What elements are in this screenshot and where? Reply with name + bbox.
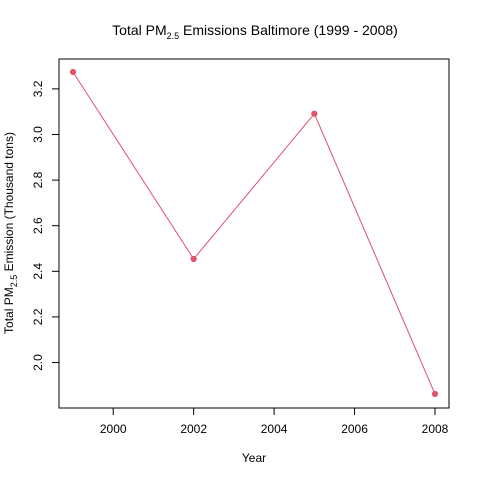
plot-frame [58,58,450,409]
data-point [431,390,439,398]
chart-title: Total PM2.5 Emissions Baltimore (1999 - … [112,22,398,41]
x-tick-label: 2006 [341,422,368,436]
y-tick-label: 2.4 [31,263,45,280]
y-axis-title-suffix: Emission (Thousand tons) [2,132,16,275]
x-axis: 2000 2002 2004 2006 2008 [100,408,449,436]
y-tick-label: 2.0 [31,354,45,371]
y-tick-label: 2.6 [31,217,45,234]
y-tick-label: 3.2 [31,80,45,97]
series-line [72,71,436,395]
data-point [190,255,197,263]
y-axis-title-prefix: Total PM [2,287,16,334]
x-tick-label: 2004 [261,422,288,436]
y-axis-title-subscript: 2.5 [9,275,19,288]
x-axis-title: Year [242,451,266,465]
x-tick-label: 2000 [100,422,127,436]
y-axis-title: Total PM2.5 Emission (Thousand tons) [2,132,19,334]
series-layer [69,68,439,398]
x-tick-label: 2002 [180,422,207,436]
x-tick-label: 2008 [422,422,449,436]
data-point [311,110,318,117]
data-point [69,68,77,76]
chart-title-subscript: 2.5 [167,31,180,41]
y-tick-label: 3.0 [31,126,45,143]
y-axis: 2.0 2.2 2.4 2.6 2.8 3.0 3.2 [31,80,59,371]
y-tick-label: 2.8 [31,171,45,188]
chart-title-prefix: Total PM [112,22,166,38]
chart-title-suffix: Emissions Baltimore (1999 - 2008) [179,22,398,38]
y-tick-label: 2.2 [31,308,45,325]
